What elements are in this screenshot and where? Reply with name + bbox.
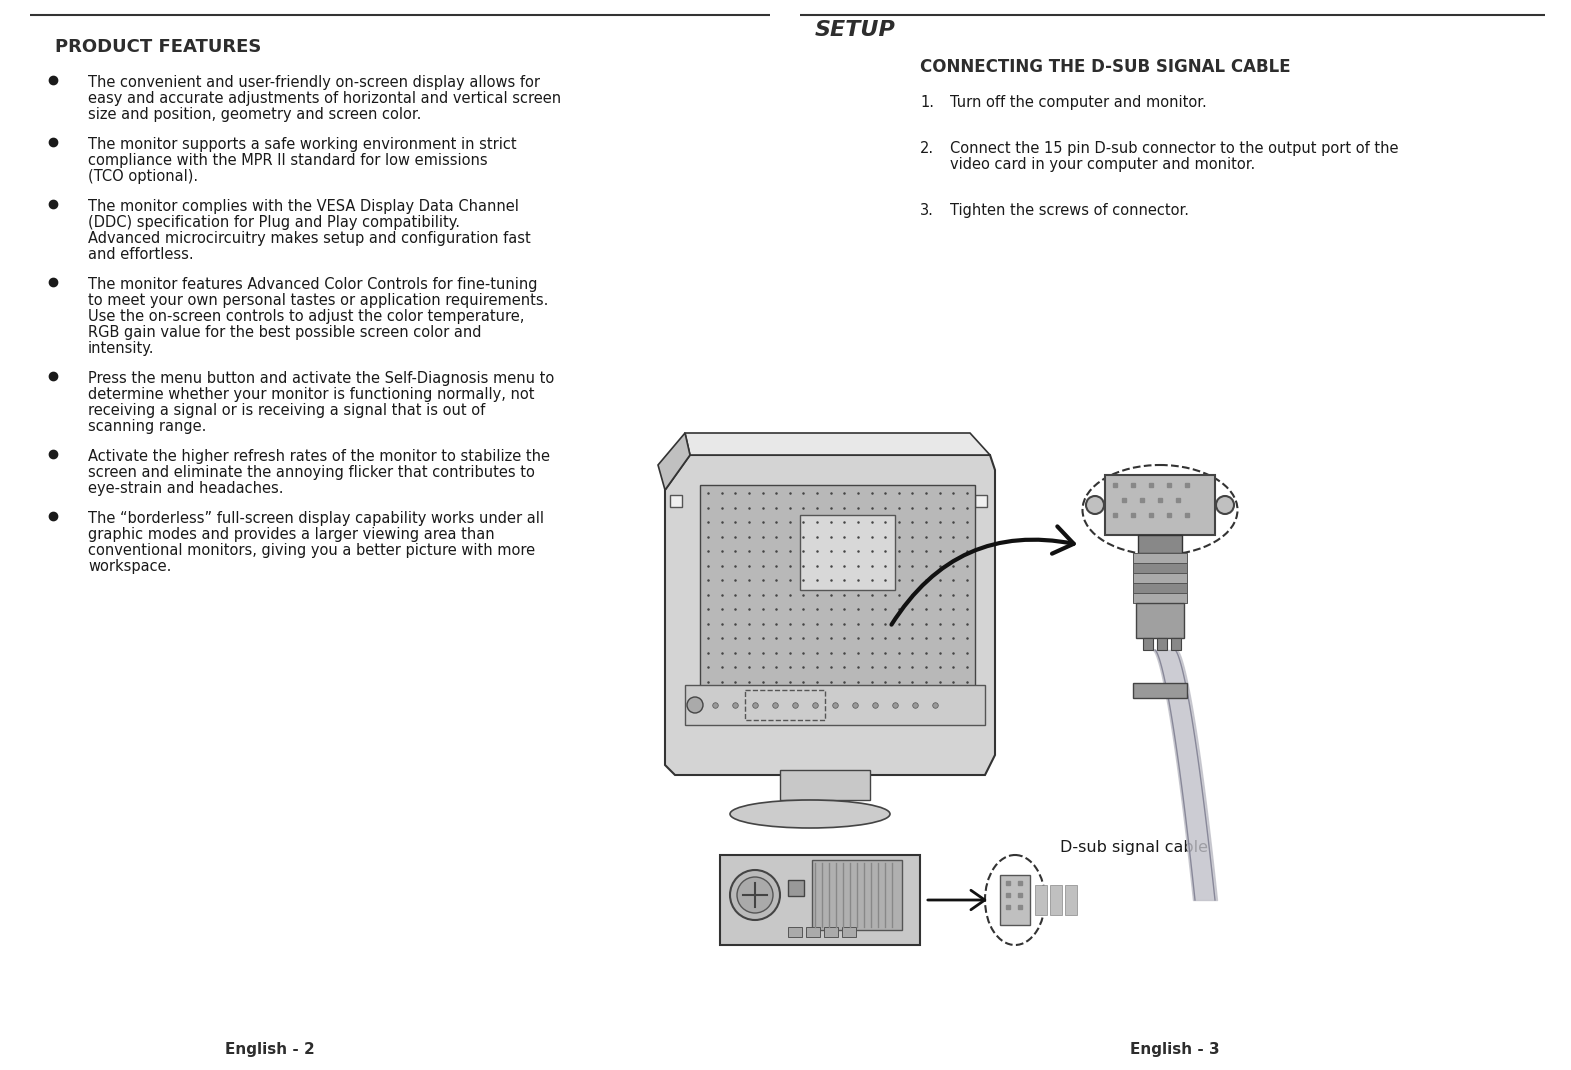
Text: Advanced microcircuitry makes setup and configuration fast: Advanced microcircuitry makes setup and … [88, 231, 531, 246]
Ellipse shape [731, 800, 891, 828]
Text: receiving a signal or is receiving a signal that is out of: receiving a signal or is receiving a sig… [88, 403, 485, 418]
Polygon shape [658, 433, 690, 490]
Bar [800, 515, 895, 590]
Bar [669, 495, 682, 507]
Bar [1133, 593, 1188, 603]
Text: compliance with the MPR II standard for low emissions: compliance with the MPR II standard for … [88, 153, 487, 168]
Text: The monitor supports a safe working environment in strict: The monitor supports a safe working envi… [88, 137, 517, 152]
Bar [720, 855, 921, 945]
Bar [1133, 553, 1188, 563]
Text: (DDC) specification for Plug and Play compatibility.: (DDC) specification for Plug and Play co… [88, 215, 460, 230]
Text: (TCO optional).: (TCO optional). [88, 169, 198, 184]
Bar [1137, 535, 1181, 553]
Bar [685, 685, 985, 725]
FancyArrowPatch shape [891, 526, 1073, 625]
Bar [842, 927, 856, 937]
Text: PRODUCT FEATURES: PRODUCT FEATURES [55, 39, 261, 56]
Text: Use the on-screen controls to adjust the color temperature,: Use the on-screen controls to adjust the… [88, 309, 525, 324]
Text: Connect the 15 pin D-sub connector to the output port of the: Connect the 15 pin D-sub connector to th… [950, 141, 1398, 156]
FancyArrowPatch shape [928, 890, 985, 910]
Text: 3.: 3. [921, 203, 933, 218]
Text: SETUP: SETUP [815, 20, 895, 40]
Bar [1136, 603, 1185, 638]
Text: 2.: 2. [921, 141, 935, 156]
Bar [812, 860, 902, 930]
Bar [1049, 885, 1062, 915]
Bar [1035, 885, 1046, 915]
Bar [1133, 574, 1188, 583]
Text: RGB gain value for the best possible screen color and: RGB gain value for the best possible scr… [88, 325, 481, 340]
Text: graphic modes and provides a larger viewing area than: graphic modes and provides a larger view… [88, 528, 495, 542]
Text: scanning range.: scanning range. [88, 419, 206, 434]
Text: screen and eliminate the annoying flicker that contributes to: screen and eliminate the annoying flicke… [88, 465, 534, 480]
Text: determine whether your monitor is functioning normally, not: determine whether your monitor is functi… [88, 387, 534, 402]
Bar [789, 927, 803, 937]
Text: size and position, geometry and screen color.: size and position, geometry and screen c… [88, 107, 421, 122]
Bar [806, 927, 820, 937]
Text: conventional monitors, giving you a better picture with more: conventional monitors, giving you a bett… [88, 542, 536, 557]
Bar [976, 495, 987, 507]
Text: CONNECTING THE D-SUB SIGNAL CABLE: CONNECTING THE D-SUB SIGNAL CABLE [921, 58, 1291, 76]
Text: The “borderless” full-screen display capability works under all: The “borderless” full-screen display cap… [88, 511, 544, 526]
Bar [1133, 683, 1188, 698]
Polygon shape [685, 433, 990, 455]
Bar [1156, 638, 1167, 649]
Circle shape [687, 697, 702, 713]
Bar [1170, 638, 1181, 649]
Text: and effortless.: and effortless. [88, 247, 193, 262]
Bar [825, 927, 837, 937]
Text: The monitor features Advanced Color Controls for fine-tuning: The monitor features Advanced Color Cont… [88, 277, 537, 292]
Circle shape [1216, 496, 1233, 514]
Text: English - 2: English - 2 [225, 1042, 314, 1057]
Text: video card in your computer and monitor.: video card in your computer and monitor. [950, 157, 1255, 172]
Polygon shape [701, 485, 976, 690]
Bar [1001, 875, 1031, 924]
Text: Turn off the computer and monitor.: Turn off the computer and monitor. [950, 95, 1207, 110]
Text: 1.: 1. [921, 95, 935, 110]
Text: English - 3: English - 3 [1130, 1042, 1219, 1057]
Bar [779, 770, 870, 800]
Circle shape [1086, 496, 1104, 514]
Text: eye-strain and headaches.: eye-strain and headaches. [88, 482, 283, 496]
Text: The monitor complies with the VESA Display Data Channel: The monitor complies with the VESA Displ… [88, 199, 518, 214]
Bar [1133, 563, 1188, 574]
Text: intensity.: intensity. [88, 341, 154, 356]
Bar [1104, 475, 1214, 535]
Text: The convenient and user-friendly on-screen display allows for: The convenient and user-friendly on-scre… [88, 75, 540, 90]
Text: easy and accurate adjustments of horizontal and vertical screen: easy and accurate adjustments of horizon… [88, 91, 561, 106]
Bar [1065, 885, 1078, 915]
Circle shape [737, 877, 773, 913]
Bar [745, 690, 825, 720]
Ellipse shape [985, 855, 1045, 945]
Ellipse shape [1082, 465, 1238, 555]
Bar [1133, 583, 1188, 593]
Text: Tighten the screws of connector.: Tighten the screws of connector. [950, 203, 1189, 218]
Circle shape [731, 870, 779, 920]
Bar [1144, 638, 1153, 649]
Bar [789, 880, 804, 896]
Text: to meet your own personal tastes or application requirements.: to meet your own personal tastes or appl… [88, 293, 548, 308]
Text: workspace.: workspace. [88, 559, 171, 574]
Text: Press the menu button and activate the Self-Diagnosis menu to: Press the menu button and activate the S… [88, 371, 555, 386]
Polygon shape [665, 455, 994, 775]
Text: D-sub signal cable: D-sub signal cable [1060, 840, 1208, 855]
Text: Activate the higher refresh rates of the monitor to stabilize the: Activate the higher refresh rates of the… [88, 449, 550, 464]
